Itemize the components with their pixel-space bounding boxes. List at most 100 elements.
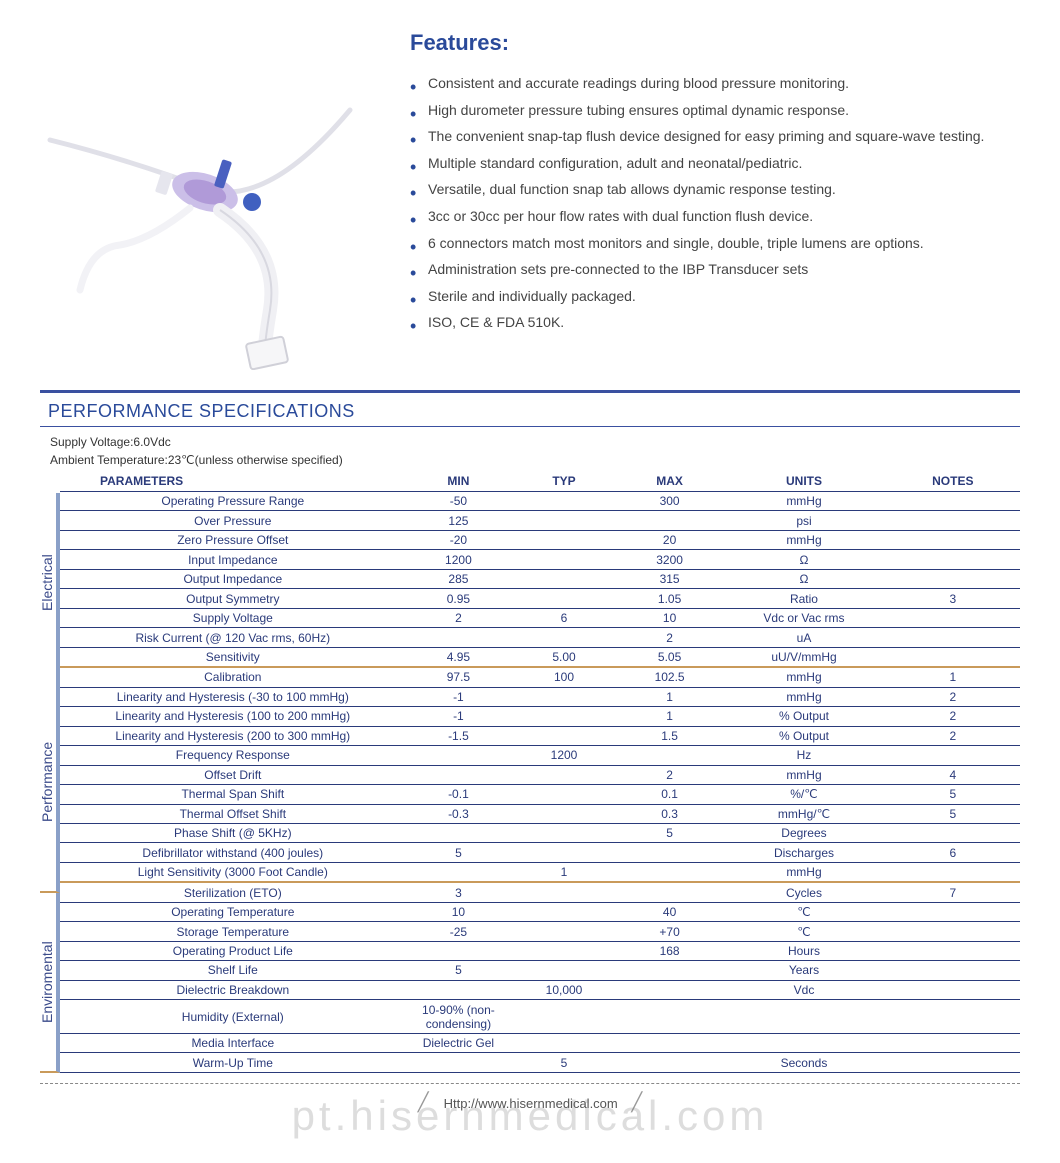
- spec-cell-param: Output Impedance: [60, 569, 406, 588]
- spec-cell-units: Years: [722, 961, 885, 980]
- spec-cell-max: 102.5: [617, 667, 723, 687]
- spec-cell-min: [406, 765, 512, 784]
- spec-cell-units: Seconds: [722, 1053, 885, 1073]
- spec-col-header: MAX: [617, 471, 723, 492]
- spec-cell-typ: [511, 804, 617, 823]
- spec-cell-notes: [886, 961, 1020, 980]
- spec-cell-min: 5: [406, 961, 512, 980]
- spec-cell-param: Input Impedance: [60, 550, 406, 569]
- product-illustration-svg: [40, 30, 380, 370]
- spec-cell-param: Thermal Offset Shift: [60, 804, 406, 823]
- spec-cell-typ: [511, 569, 617, 588]
- spec-cell-max: [617, 961, 723, 980]
- spec-cell-notes: 2: [886, 707, 1020, 726]
- spec-cell-param: Operating Temperature: [60, 902, 406, 921]
- spec-cell-param: Defibrillator withstand (400 joules): [60, 843, 406, 862]
- table-row: Thermal Span Shift-0.10.1%/℃5: [60, 785, 1020, 804]
- spec-cell-param: Operating Product Life: [60, 941, 406, 960]
- table-row: Light Sensitivity (3000 Foot Candle)1mmH…: [60, 862, 1020, 882]
- spec-cell-notes: [886, 1034, 1020, 1053]
- spec-cell-units: psi: [722, 511, 885, 530]
- spec-cell-max: 20: [617, 530, 723, 549]
- spec-cell-notes: 7: [886, 882, 1020, 902]
- spec-col-header: TYP: [511, 471, 617, 492]
- spec-cell-max: 2: [617, 628, 723, 647]
- spec-cell-param: Linearity and Hysteresis (-30 to 100 mmH…: [60, 687, 406, 706]
- product-image: [40, 30, 380, 370]
- spec-table-wrap: ElectricalPerformanceEnviromental PARAME…: [40, 471, 1020, 1073]
- spec-cell-min: [406, 862, 512, 882]
- spec-tbody: Operating Pressure Range-50300mmHgOver P…: [60, 492, 1020, 1073]
- spec-cell-notes: [886, 1000, 1020, 1034]
- spec-cell-max: [617, 1053, 723, 1073]
- spec-cell-units: mmHg/℃: [722, 804, 885, 823]
- spec-col-header: PARAMETERS: [60, 471, 406, 492]
- spec-cell-units: Vdc or Vac rms: [722, 608, 885, 627]
- spec-cell-units: Ω: [722, 550, 885, 569]
- feature-item: 3cc or 30cc per hour flow rates with dua…: [410, 203, 1020, 230]
- spec-cell-max: 1: [617, 687, 723, 706]
- spec-cell-param: Phase Shift (@ 5KHz): [60, 823, 406, 842]
- section-rail-label: Enviromental: [40, 893, 60, 1073]
- table-row: Output Symmetry0.951.05Ratio3: [60, 589, 1020, 608]
- table-row: Dielectric Breakdown10,000Vdc: [60, 980, 1020, 999]
- table-row: Frequency Response1200Hz: [60, 746, 1020, 765]
- table-row: Input Impedance12003200Ω: [60, 550, 1020, 569]
- spec-cell-max: +70: [617, 922, 723, 941]
- spec-cell-max: [617, 862, 723, 882]
- spec-cell-units: Ω: [722, 569, 885, 588]
- spec-cell-typ: [511, 902, 617, 921]
- spec-cell-max: 5.05: [617, 647, 723, 667]
- spec-cell-min: [406, 746, 512, 765]
- spec-cell-min: 10: [406, 902, 512, 921]
- table-row: Linearity and Hysteresis (200 to 300 mmH…: [60, 726, 1020, 745]
- footer-slash-right: ╱: [621, 1092, 642, 1112]
- spec-cell-units: Hz: [722, 746, 885, 765]
- spec-cell-units: mmHg: [722, 862, 885, 882]
- spec-cell-notes: 3: [886, 589, 1020, 608]
- spec-cell-min: [406, 941, 512, 960]
- spec-cell-notes: [886, 823, 1020, 842]
- spec-cell-typ: [511, 511, 617, 530]
- feature-item: Multiple standard configuration, adult a…: [410, 150, 1020, 177]
- feature-item: Sterile and individually packaged.: [410, 283, 1020, 310]
- spec-cell-notes: [886, 550, 1020, 569]
- table-row: Operating Product Life168Hours: [60, 941, 1020, 960]
- features-list: Consistent and accurate readings during …: [410, 70, 1020, 336]
- spec-cell-max: 3200: [617, 550, 723, 569]
- spec-cell-param: Offset Drift: [60, 765, 406, 784]
- spec-cell-param: Risk Current (@ 120 Vac rms, 60Hz): [60, 628, 406, 647]
- spec-cell-typ: [511, 922, 617, 941]
- spec-cell-param: Sensitivity: [60, 647, 406, 667]
- spec-cell-min: -1: [406, 707, 512, 726]
- spec-cell-units: mmHg: [722, 687, 885, 706]
- spec-cell-param: Media Interface: [60, 1034, 406, 1053]
- section-rail: ElectricalPerformanceEnviromental: [40, 471, 60, 1073]
- spec-cell-min: -50: [406, 492, 512, 511]
- spec-cell-max: 40: [617, 902, 723, 921]
- spec-cell-max: [617, 882, 723, 902]
- spec-cell-notes: [886, 569, 1020, 588]
- spec-cell-max: [617, 746, 723, 765]
- spec-cell-notes: [886, 941, 1020, 960]
- table-row: Defibrillator withstand (400 joules)5Dis…: [60, 843, 1020, 862]
- spec-cell-typ: 5: [511, 1053, 617, 1073]
- spec-cell-typ: [511, 823, 617, 842]
- spec-cell-units: Ratio: [722, 589, 885, 608]
- table-row: Operating Temperature1040℃: [60, 902, 1020, 921]
- table-row: Shelf Life5Years: [60, 961, 1020, 980]
- spec-cell-param: Thermal Span Shift: [60, 785, 406, 804]
- spec-cell-typ: [511, 1034, 617, 1053]
- spec-cell-typ: [511, 492, 617, 511]
- spec-cell-param: Output Symmetry: [60, 589, 406, 608]
- spec-cell-max: 300: [617, 492, 723, 511]
- spec-cell-max: [617, 980, 723, 999]
- spec-cell-max: 1: [617, 707, 723, 726]
- spec-cell-units: Vdc: [722, 980, 885, 999]
- feature-item: The convenient snap-tap flush device des…: [410, 123, 1020, 150]
- spec-cell-notes: [886, 746, 1020, 765]
- spec-cell-units: uA: [722, 628, 885, 647]
- condition-line-1: Supply Voltage:6.0Vdc: [50, 433, 1020, 451]
- spec-cell-typ: [511, 843, 617, 862]
- spec-section: PERFORMANCE SPECIFICATIONS Supply Voltag…: [40, 390, 1020, 1073]
